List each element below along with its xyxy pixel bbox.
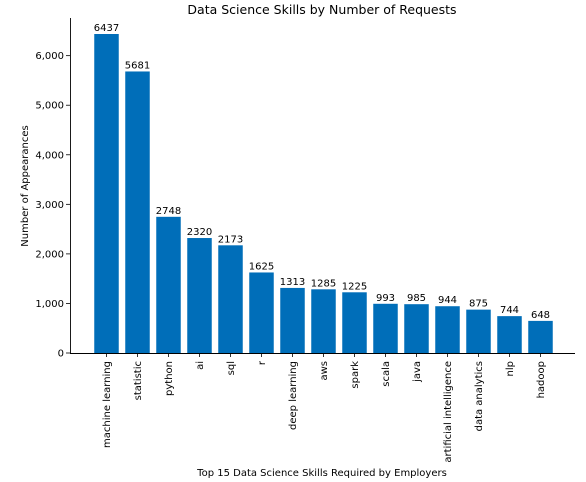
x-tick-label: hadoop bbox=[536, 361, 547, 398]
chart-title: Data Science Skills by Number of Request… bbox=[187, 2, 456, 17]
y-tick-label: 1,000 bbox=[35, 299, 64, 310]
x-tick-label: spark bbox=[350, 361, 361, 389]
data-label: 1625 bbox=[249, 261, 274, 272]
bar-machine-learning bbox=[94, 34, 119, 354]
bar-statistic bbox=[125, 71, 150, 353]
bar-ai bbox=[187, 238, 212, 353]
x-tick-label: statistic bbox=[133, 361, 144, 400]
x-tick-label: artificial intelligence bbox=[443, 361, 454, 463]
data-labels-layer: 6437 5681 2748 2320 2173 1625 1313 1285 1225 993 9… bbox=[94, 23, 550, 321]
x-tick-label: python bbox=[164, 361, 175, 396]
data-label: 1225 bbox=[342, 281, 367, 292]
x-axis: machine learning statistic python ai sql r dee… bbox=[102, 353, 547, 463]
x-tick-label: nlp bbox=[505, 361, 516, 376]
x-tick-label: scala bbox=[381, 361, 392, 387]
y-tick-label: 0 bbox=[58, 349, 64, 360]
data-label: 1313 bbox=[280, 277, 305, 288]
data-label: 6437 bbox=[94, 23, 119, 34]
data-label: 2173 bbox=[218, 234, 243, 245]
data-label: 2748 bbox=[156, 206, 181, 217]
y-tick-label: 4,000 bbox=[35, 150, 64, 161]
data-label: 2320 bbox=[187, 227, 212, 238]
y-tick-label: 2,000 bbox=[35, 249, 64, 260]
bar-python bbox=[156, 216, 181, 353]
bar-r bbox=[249, 272, 274, 353]
data-label: 648 bbox=[531, 310, 550, 321]
x-tick-label: machine learning bbox=[102, 361, 113, 448]
bar-hadoop bbox=[528, 320, 553, 353]
x-tick-label: sql bbox=[226, 361, 237, 375]
x-tick-label: aws bbox=[319, 361, 330, 381]
bar-artificial-intelligence bbox=[435, 306, 460, 353]
y-tick-label: 5,000 bbox=[35, 101, 64, 112]
bar-data-analytics bbox=[466, 309, 491, 353]
data-label: 875 bbox=[469, 299, 488, 310]
data-label: 744 bbox=[500, 305, 519, 316]
y-axis-label: Number of Appearances bbox=[20, 125, 31, 246]
x-tick-label: java bbox=[412, 361, 423, 383]
bar-nlp bbox=[497, 316, 522, 353]
data-label: 1285 bbox=[311, 278, 336, 289]
data-label: 985 bbox=[407, 293, 426, 304]
bar-sql bbox=[218, 245, 243, 353]
bar-java bbox=[404, 304, 429, 353]
data-label: 993 bbox=[376, 293, 395, 304]
x-tick-label: deep learning bbox=[288, 361, 299, 430]
y-tick-label: 6,000 bbox=[35, 51, 64, 62]
bar-deep-learning bbox=[280, 287, 305, 353]
data-label: 944 bbox=[438, 295, 457, 306]
y-axis: 0 1,000 2,000 3,000 4,000 5,000 6,000 bbox=[35, 51, 70, 360]
data-label: 5681 bbox=[125, 60, 150, 71]
y-tick-label: 3,000 bbox=[35, 200, 64, 211]
x-tick-label: ai bbox=[195, 361, 206, 370]
bars-layer bbox=[94, 34, 553, 354]
bar-scala bbox=[373, 303, 398, 353]
x-tick-label: data analytics bbox=[474, 361, 485, 431]
x-tick-label: r bbox=[257, 360, 268, 365]
bar-aws bbox=[311, 289, 336, 353]
x-axis-label: Top 15 Data Science Skills Required by E… bbox=[196, 468, 447, 478]
bar-spark bbox=[342, 292, 367, 353]
